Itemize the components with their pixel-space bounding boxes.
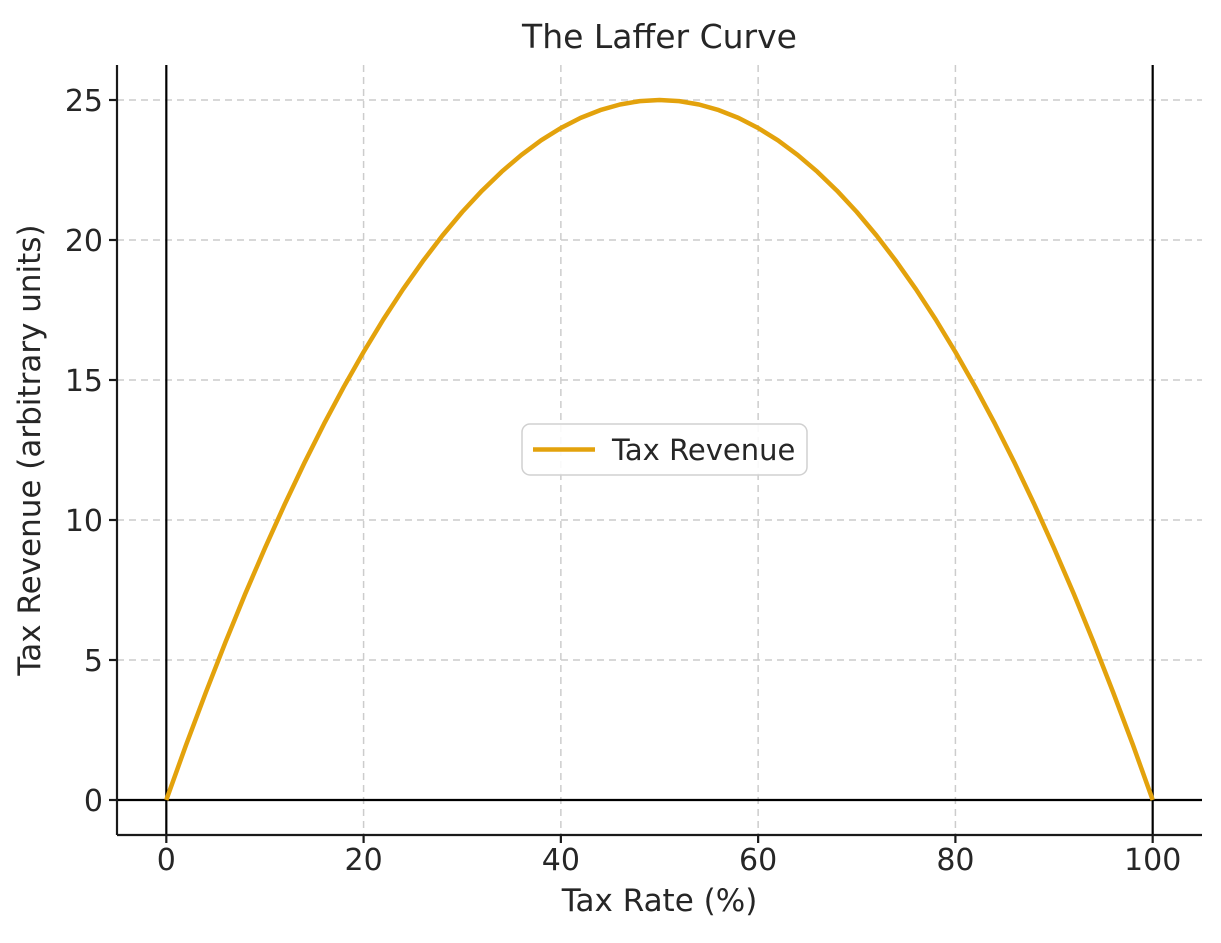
reference-lines [117,65,1202,835]
x-tick-label: 20 [344,843,382,878]
x-tick-label: 80 [936,843,974,878]
x-tick-label: 100 [1124,843,1181,878]
chart-title: The Laffer Curve [521,17,797,56]
y-axis: 0 5 10 15 20 25 [65,65,119,835]
legend-label: Tax Revenue [611,433,795,467]
y-tick-label: 5 [84,644,103,679]
legend: Tax Revenue [521,423,808,476]
legend-box [521,423,808,476]
y-tick-label: 0 [84,784,103,819]
x-tick-label: 0 [157,843,176,878]
series-lines [164,97,1155,801]
y-tick-label: 25 [65,84,103,119]
x-axis: 0 20 40 60 80 100 [117,833,1202,878]
x-axis-label: Tax Rate (%) [561,883,758,919]
y-tick-label: 10 [65,504,103,539]
tax-revenue-curve [164,97,1155,801]
y-tick-label: 15 [65,364,103,399]
x-tick-label: 60 [739,843,777,878]
y-tick-label: 20 [65,224,103,259]
x-tick-label: 40 [542,843,580,878]
y-axis-label: Tax Revenue (arbitrary units) [12,224,48,676]
